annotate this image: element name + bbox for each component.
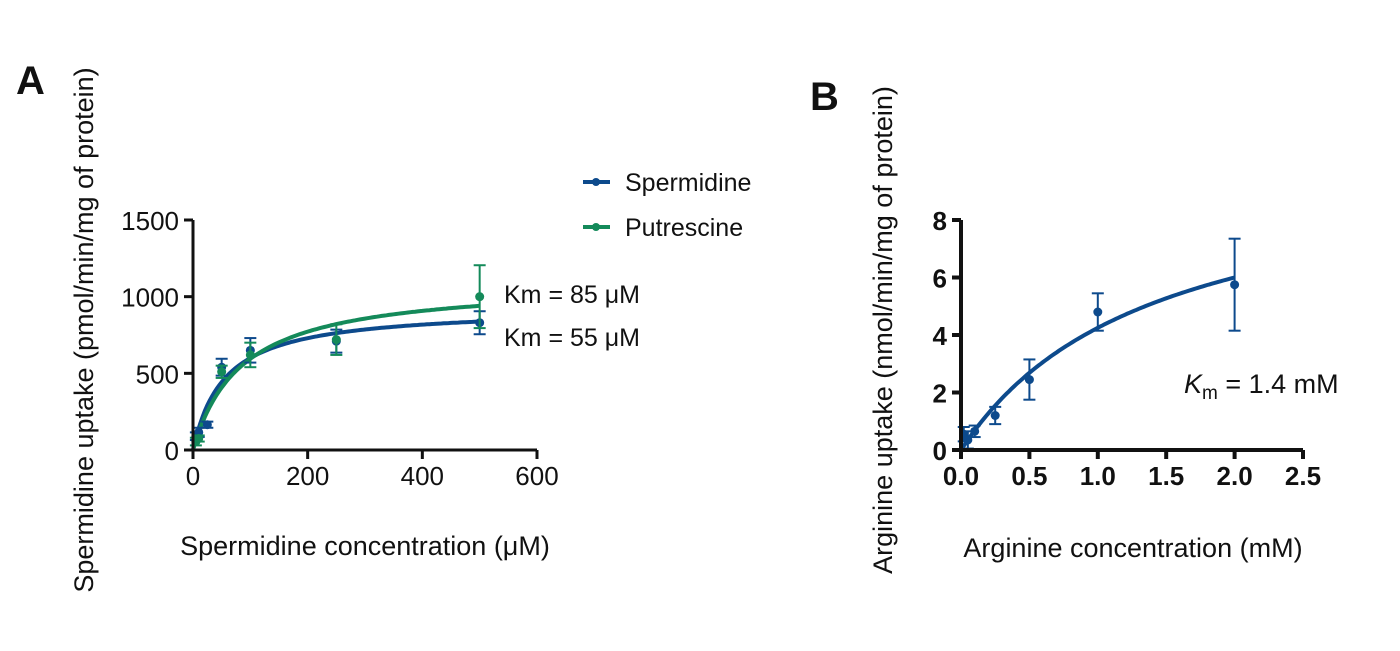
putrescine-data-point [475, 292, 485, 302]
spermidine-data-point [202, 420, 212, 430]
panel-a-x-axis-title: Spermidine concentration (μM) [180, 531, 550, 561]
x-tick-label: 0 [186, 461, 200, 491]
arginine-data-point [1093, 307, 1103, 317]
arginine-data-point [990, 411, 1000, 420]
y-tick-label: 2 [933, 379, 947, 409]
x-tick-label: 1.0 [1080, 461, 1116, 491]
arginine-data-point [1230, 280, 1240, 290]
legend: Spermidine Putrescine [583, 169, 751, 242]
putrescine-data-point [194, 434, 204, 443]
panel-b-y-axis-title: Arginine uptake (nmol/min/mg of protein) [868, 86, 898, 574]
arginine-data-point [970, 426, 980, 436]
legend-spermidine-label: Spermidine [625, 169, 751, 197]
panel-b-x-axis-title: Arginine concentration (mM) [963, 533, 1302, 563]
x-tick-label: 400 [401, 461, 444, 491]
annotation-km-spermidine: Km = 55 μM [504, 324, 640, 352]
putrescine-data-point [331, 335, 341, 345]
x-tick-label: 1.5 [1148, 461, 1184, 491]
panel-a-chart: 0 200 400 600 0 500 1000 1500 Spermidine uptake… [69, 67, 751, 592]
putrescine-data-point [217, 367, 227, 377]
panel-b-axes [959, 220, 1303, 452]
y-tick-label: 6 [933, 264, 947, 294]
y-tick-label: 0 [165, 436, 179, 466]
legend-putrescine-marker [592, 223, 600, 231]
y-tick-label: 0 [933, 436, 947, 466]
legend-spermidine-marker [592, 178, 600, 186]
arginine-data-point [1024, 375, 1034, 385]
x-tick-label: 0.5 [1011, 461, 1047, 491]
putrescine-data-point [245, 350, 255, 360]
panel-a-label: A [16, 59, 45, 103]
y-tick-label: 8 [933, 206, 947, 236]
y-tick-label: 1000 [121, 283, 179, 313]
panel-a-y-axis-title: Spermidine uptake (pmol/min/mg of protei… [69, 67, 99, 592]
x-tick-label: 0.0 [943, 461, 979, 491]
x-tick-label: 200 [286, 461, 329, 491]
x-tick-label: 2.0 [1217, 461, 1253, 491]
panel-b-label: B [810, 75, 839, 119]
y-tick-label: 4 [933, 321, 948, 351]
annotation-km-arginine: Km = 1.4 mM [1184, 369, 1339, 404]
annotation-km-putrescine: Km = 85 μM [504, 281, 640, 309]
panel-b-chart: 0.0 0.5 1.0 1.5 2.0 2.5 0 2 4 6 8 Arginine uptake … [868, 86, 1339, 574]
y-tick-label: 500 [136, 359, 179, 389]
legend-putrescine-label: Putrescine [625, 214, 743, 242]
x-tick-label: 2.5 [1285, 461, 1321, 491]
x-tick-label: 600 [515, 461, 558, 491]
y-tick-label: 1500 [121, 206, 179, 236]
